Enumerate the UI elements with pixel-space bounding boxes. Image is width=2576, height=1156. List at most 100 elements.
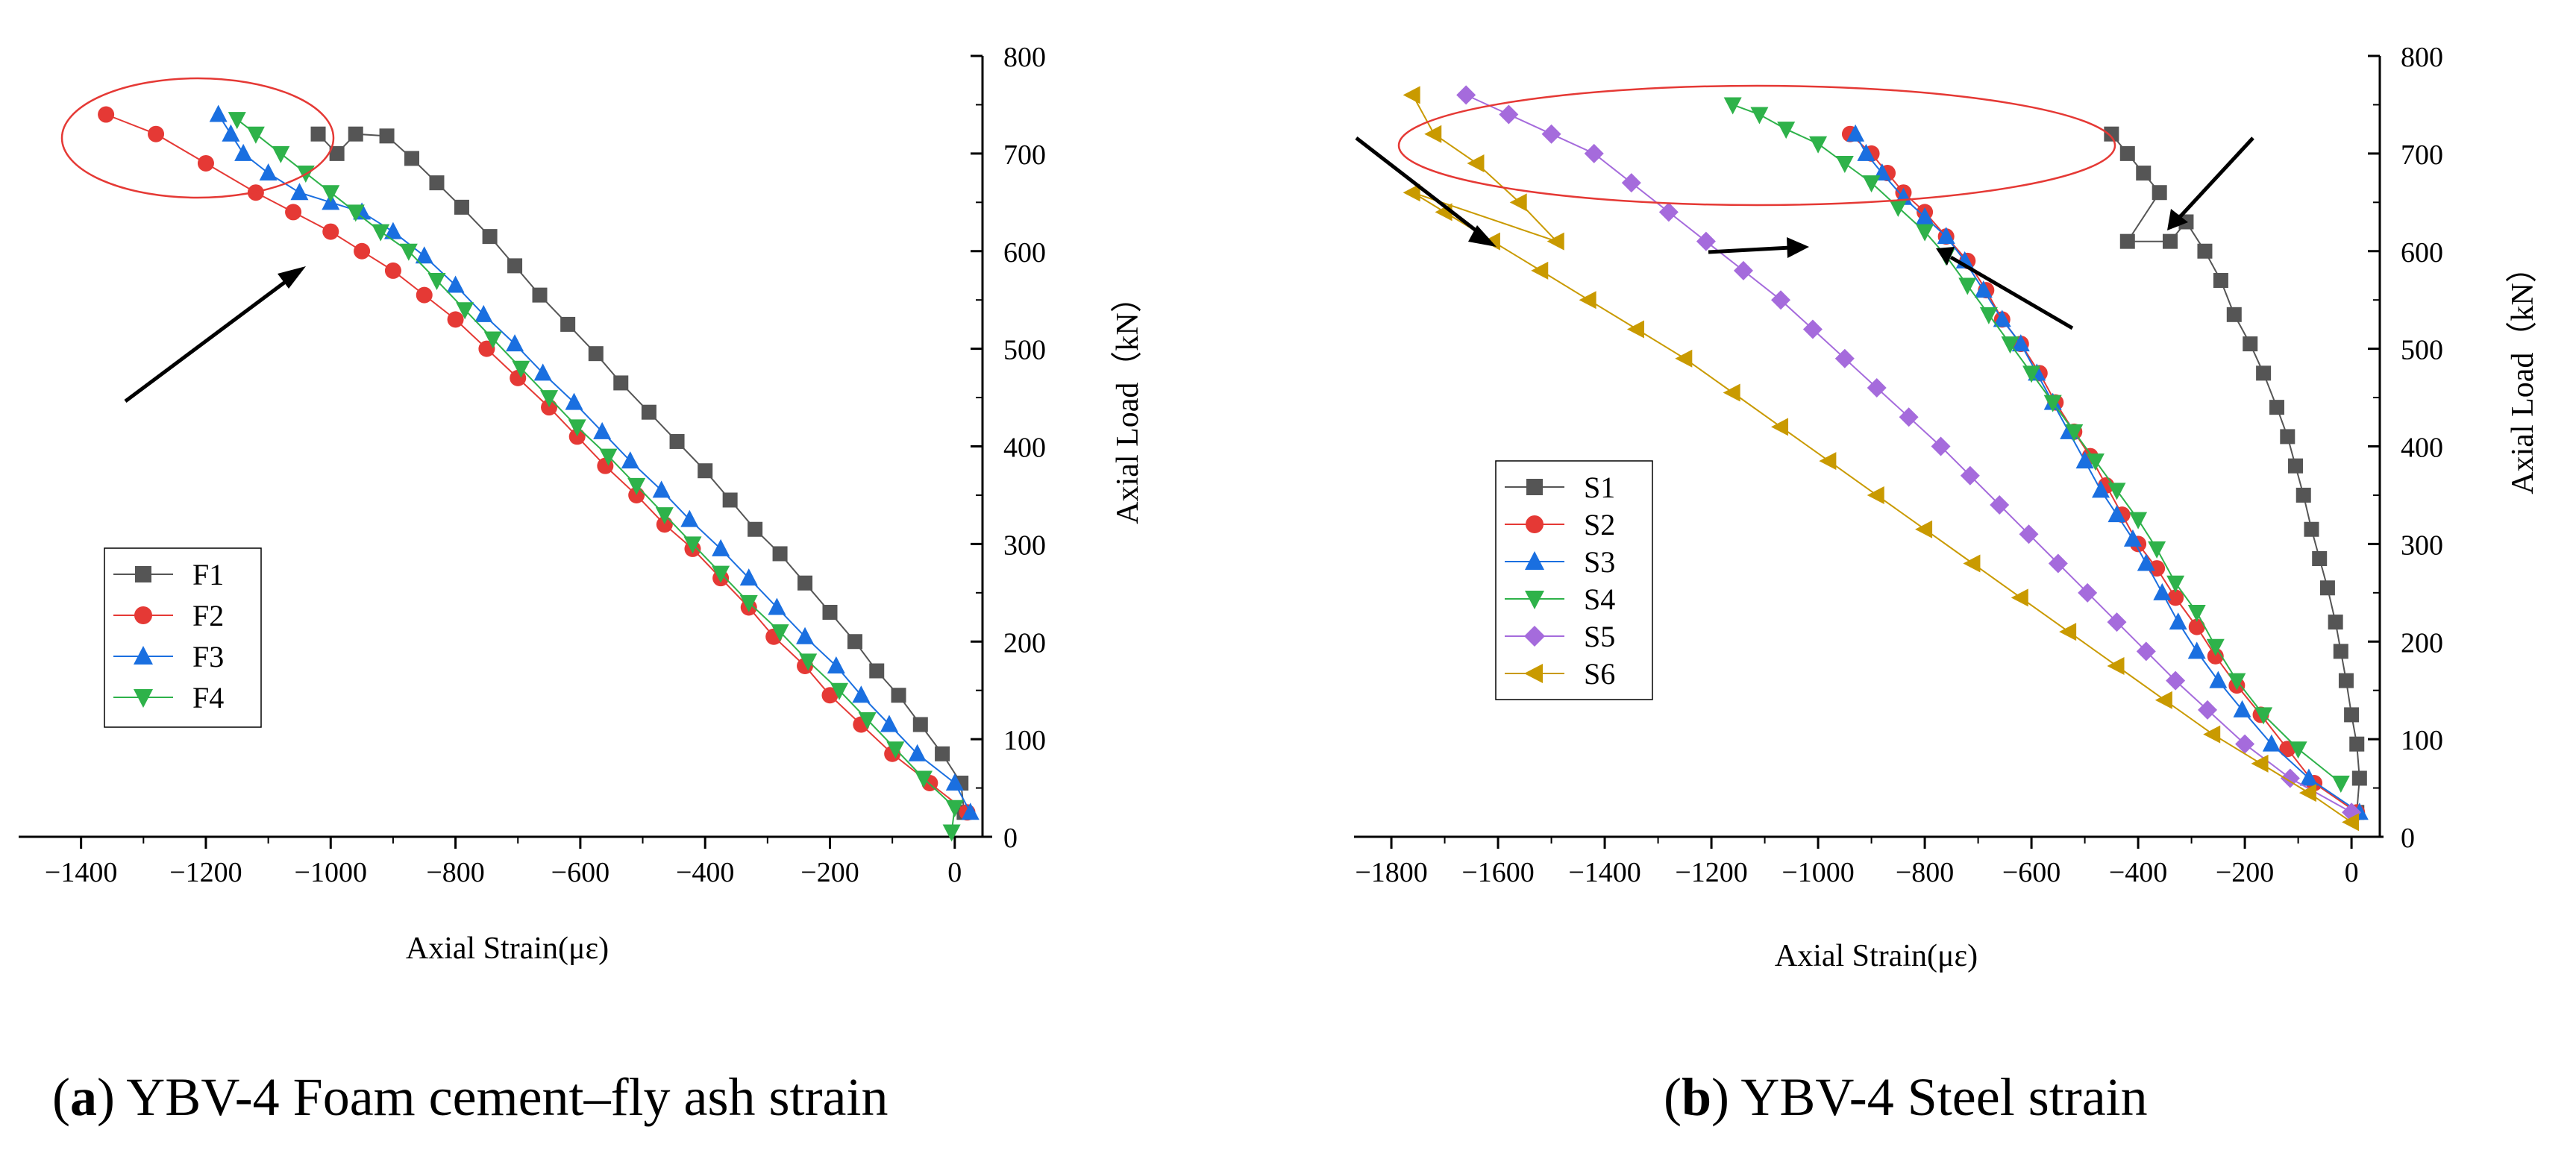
legend-label-F4: F4	[192, 681, 224, 714]
legend-marker-F2	[134, 606, 152, 624]
data-point-S4	[2022, 365, 2041, 383]
y-axis-title-a: Axial Load（kN）	[1111, 281, 1145, 524]
data-point-F3	[234, 143, 253, 161]
data-point-F2	[285, 204, 302, 221]
data-point-S1	[2319, 580, 2335, 596]
series-line-F1	[317, 133, 965, 813]
data-point-F1	[797, 575, 813, 591]
data-point-F3	[908, 744, 927, 761]
data-point-S4	[1862, 175, 1881, 193]
legend-label-S6: S6	[1584, 657, 1615, 691]
x-tick-label: −400	[676, 857, 734, 888]
data-point-F4	[456, 302, 474, 320]
data-point-F3	[565, 392, 583, 410]
caption-label-a: a	[70, 1067, 97, 1127]
x-tick-label: −1800	[1355, 857, 1427, 888]
data-point-S6	[2154, 691, 2172, 709]
y-tick-label: 200	[2401, 627, 2443, 659]
data-point-S3	[2092, 480, 2110, 498]
data-point-S6	[1424, 125, 1442, 143]
data-point-S4	[2331, 776, 2350, 794]
data-point-S5	[2048, 553, 2068, 574]
y-tick-label: 700	[1003, 139, 1046, 171]
data-point-S2	[2188, 618, 2205, 635]
data-point-F1	[588, 346, 604, 362]
data-point-S3	[1974, 280, 1993, 298]
data-point-F4	[512, 360, 530, 378]
arrowhead-b1	[1468, 225, 1497, 247]
y-tick-label: 0	[2401, 823, 2415, 854]
data-point-S3	[1937, 227, 1955, 245]
data-point-F4	[322, 185, 340, 203]
data-point-F3	[593, 421, 612, 439]
data-point-S4	[1958, 277, 1977, 295]
data-point-F1	[379, 128, 395, 144]
series-group-b	[1403, 85, 2369, 832]
data-point-S5	[1931, 436, 1951, 456]
legend-marker-S2	[1526, 515, 1544, 533]
legend-label-S5: S5	[1584, 620, 1615, 653]
data-point-F3	[209, 104, 228, 122]
data-point-F4	[830, 682, 849, 700]
data-point-F2	[628, 486, 645, 503]
data-point-S6	[1626, 320, 1644, 339]
y-tick-label: 500	[1003, 335, 1046, 366]
data-point-S1	[2197, 243, 2213, 259]
data-point-F4	[568, 419, 586, 437]
data-point-F1	[482, 229, 498, 245]
data-point-F1	[847, 634, 862, 650]
series-line-S5	[1465, 94, 2352, 814]
chart-panel-b: −1800 −1600 −1400 −1200 −1000 −800 −600 −400 −20…	[1354, 42, 2540, 1127]
data-point-S3	[2153, 582, 2172, 600]
data-point-F3	[680, 509, 699, 527]
x-tick-label: −800	[426, 857, 484, 888]
data-point-S3	[2123, 529, 2142, 547]
data-point-S5	[2136, 641, 2156, 662]
series-line-F4	[236, 119, 956, 832]
series-S5	[1456, 85, 2362, 823]
caption-text-a: YBV-4 Foam cement–fly ash strain	[126, 1067, 888, 1127]
data-point-F2	[384, 262, 401, 279]
data-point-S5	[1771, 290, 1791, 310]
data-point-F3	[474, 304, 493, 322]
data-point-F2	[568, 428, 586, 445]
y-axis-title-b: Axial Load（kN）	[2506, 251, 2540, 494]
data-point-F4	[599, 448, 618, 466]
highlight-ellipse-b	[1397, 84, 2116, 207]
series-line-S4	[1732, 104, 2342, 784]
data-point-S2	[2167, 589, 2184, 606]
y-tick-label: 600	[2401, 237, 2443, 268]
data-point-F3	[290, 183, 309, 201]
legend-a: F1 F2 F3 F4	[104, 547, 262, 728]
data-point-S1	[2136, 166, 2152, 181]
data-point-S1	[2226, 307, 2242, 322]
y-tick-label: 500	[2401, 335, 2443, 366]
legend-marker-S4	[1525, 591, 1544, 609]
data-point-F3	[961, 802, 980, 820]
data-point-S5	[2235, 734, 2255, 754]
data-point-S4	[2166, 575, 2185, 593]
data-point-S5	[1541, 124, 1561, 144]
data-point-F3	[827, 656, 845, 673]
data-point-F3	[446, 275, 465, 293]
data-point-S3	[2262, 734, 2281, 752]
data-point-S6	[2203, 725, 2221, 744]
chart-panel-a: −1400 −1200 −1000 −800 −600 −400 −200 0 0 100 200 3…	[19, 42, 1145, 1127]
data-point-F3	[533, 363, 552, 381]
legend-marker-S1	[1526, 479, 1543, 495]
arrow-b2	[1708, 245, 1791, 254]
data-point-F4	[914, 770, 933, 788]
x-tick-label: −1600	[1461, 857, 1534, 888]
data-point-S6	[1819, 452, 1837, 471]
data-point-F4	[372, 224, 390, 242]
y-tick-label: 200	[1003, 627, 1046, 659]
data-point-F2	[447, 311, 464, 328]
data-point-F4	[272, 145, 290, 163]
data-point-S5	[2198, 700, 2218, 720]
data-point-S4	[2129, 512, 2148, 530]
data-point-F3	[712, 538, 730, 556]
data-point-S4	[2187, 604, 2206, 622]
data-point-S6	[1771, 418, 1789, 436]
